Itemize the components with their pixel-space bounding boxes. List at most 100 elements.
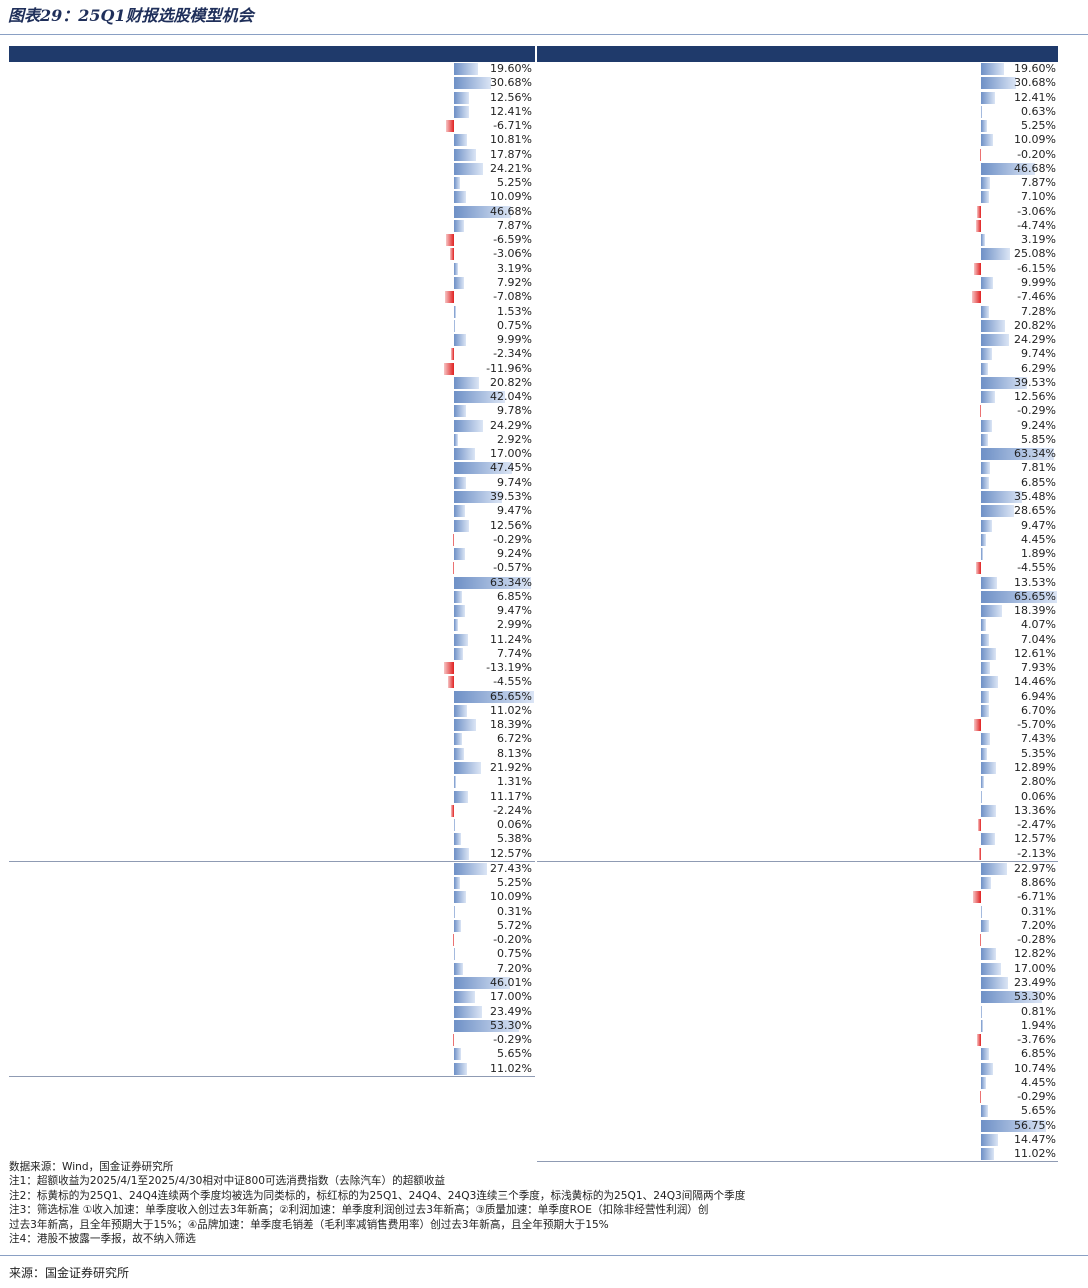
table-row: 9.78% [9,404,535,418]
table-row: 4.07% [537,618,1058,632]
note-line: 数据来源：Wind，国金证券研究所 [9,1161,174,1173]
return-bar [981,919,990,932]
table-row: 4.45% [537,533,1058,547]
return-bar [454,319,455,332]
return-value: 10.09% [1014,133,1056,147]
table-row: 18.39% [537,604,1058,618]
table-row: 9.74% [537,347,1058,361]
return-bar [973,891,981,904]
table-row: 46.68% [9,205,535,219]
return-value: 11.02% [490,703,532,717]
table-row: -0.29% [9,533,535,547]
return-value: 28.65% [1014,504,1056,518]
return-bar [981,776,985,789]
return-bar [454,419,484,432]
return-value: 5.38% [497,832,532,846]
return-value: 6.85% [1021,1047,1056,1061]
return-bar [981,462,990,475]
return-bar [981,733,990,746]
return-value: 12.56% [490,518,532,532]
return-bar [981,1105,988,1118]
return-value: 9.99% [1021,275,1056,289]
return-value: 5.85% [1021,432,1056,446]
table-row: 20.82% [9,376,535,390]
return-value: 23.49% [1014,976,1056,989]
table-row: 0.63% [537,105,1058,119]
return-bar [454,205,511,218]
return-bar [981,1119,1047,1132]
return-bar [454,91,470,104]
return-bar [454,134,468,147]
return-bar [981,77,1017,90]
return-value: 42.04% [490,390,532,404]
table-row: -3.06% [9,247,535,261]
table-row: 7.10% [537,190,1058,204]
return-value: 4.07% [1021,618,1056,632]
return-value: 7.43% [1021,732,1056,746]
table-row: 14.46% [537,675,1058,689]
return-bar [448,676,454,689]
return-bar [444,662,454,675]
return-value: 6.29% [1021,361,1056,375]
return-value: 12.82% [1014,947,1056,961]
return-bar [454,334,467,347]
return-value: -6.71% [1017,890,1056,904]
table-row: 5.65% [537,1104,1058,1118]
return-value: 7.92% [497,275,532,289]
table-row: 10.09% [9,890,535,904]
table-row: 24.29% [537,333,1058,347]
return-bar [981,704,989,717]
return-value: 5.25% [497,176,532,190]
table-row: 12.41% [9,105,535,119]
table-row: 11.17% [9,790,535,804]
return-value: 12.61% [1014,646,1056,660]
source-text: 来源：国金证券研究所 [9,1266,130,1280]
return-bar [454,148,476,161]
table-row: 7.87% [9,219,535,233]
table-row: 5.38% [9,832,535,846]
return-value: -0.20% [1017,147,1056,161]
return-value: 5.65% [1021,1104,1056,1118]
return-value: 12.41% [490,104,532,118]
return-value: 8.86% [1021,876,1056,890]
return-bar [454,1048,461,1061]
return-bar [454,847,470,860]
return-bar [981,476,989,489]
return-value: 7.74% [497,646,532,660]
return-value: -4.55% [493,675,532,689]
table-row: 6.70% [537,704,1058,718]
return-bar [981,234,985,247]
bottom-divider [0,1255,1088,1256]
return-value: 3.19% [497,261,532,275]
return-bar [454,376,480,389]
table-row: 12.41% [537,91,1058,105]
return-bar [454,690,534,703]
table-row: 65.65% [9,690,535,704]
table-row: -0.28% [537,933,1058,947]
return-value: 30.68% [1014,76,1056,90]
return-value: 27.43% [490,861,532,875]
note-line: 注3：筛选标准 ①收入加速：单季度收入创过去3年新高；②利润加速：单季度利润创过… [9,1204,709,1217]
table-row: 13.53% [537,576,1058,590]
return-value: 17.00% [490,990,532,1004]
return-bar [981,977,1009,989]
return-value: 30.68% [490,76,532,90]
return-value: 3.19% [1021,233,1056,247]
return-bar [981,1019,984,1032]
table-row: 17.00% [537,962,1058,976]
table-row: 7.20% [9,962,535,976]
return-bar [454,162,484,175]
return-bar [454,448,475,461]
return-bar [981,991,1043,1004]
return-value: -0.20% [493,933,532,947]
table-row: 7.81% [537,461,1058,475]
table-row: 11.02% [537,1147,1058,1161]
return-bar [451,348,454,361]
return-bar [454,490,502,503]
return-bar [981,276,993,289]
table-row: 19.60% [537,62,1058,76]
table-row: 23.49% [9,1005,535,1019]
table-row: 0.75% [9,947,535,961]
table-row: 21.92% [9,761,535,775]
return-value: 11.02% [1014,1147,1056,1161]
